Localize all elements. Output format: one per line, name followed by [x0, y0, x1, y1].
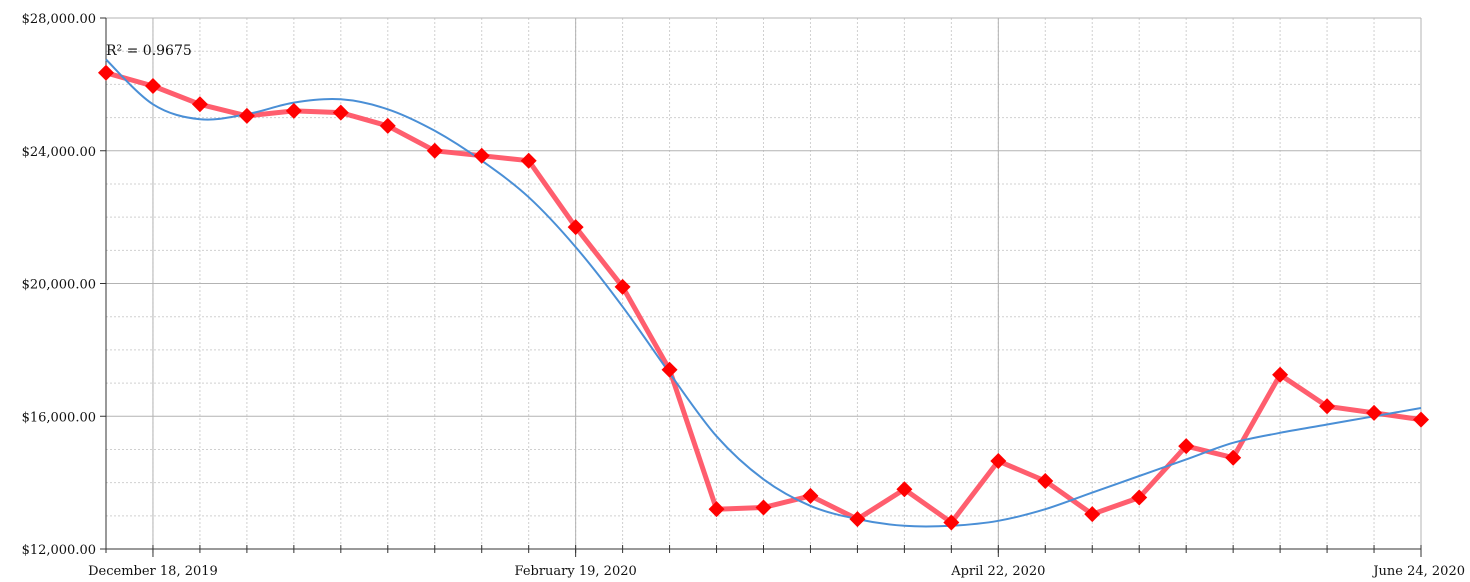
y-tick-labels: $12,000.00 $16,000.00 $20,000.00 $24,000.00… [22, 12, 96, 558]
data-point [191, 96, 208, 113]
data-point [567, 219, 584, 236]
x-tick-label: February 19, 2020 [515, 564, 637, 579]
data-point [896, 481, 913, 498]
data-point [1131, 489, 1148, 506]
data-point [755, 499, 772, 516]
data-point [1319, 398, 1336, 415]
axes [100, 17, 1422, 557]
data-point [144, 78, 161, 95]
y-tick-label: $24,000.00 [22, 145, 96, 160]
data-point-markers [98, 64, 1429, 531]
trend-line [105, 58, 1422, 528]
x-tick-label: June 24, 2020 [1371, 564, 1465, 579]
y-tick-label: $12,000.00 [22, 543, 96, 558]
data-point [1084, 506, 1101, 523]
x-tick-label: December 18, 2019 [88, 564, 218, 579]
data-point [614, 278, 631, 295]
data-point [238, 107, 255, 124]
data-point [379, 117, 396, 134]
data-point [520, 152, 537, 169]
data-point [661, 361, 678, 378]
y-tick-label: $20,000.00 [22, 278, 96, 293]
data-point [802, 487, 819, 504]
data-point [1225, 449, 1242, 466]
r-squared-annotation: R² = 0.9675 [106, 43, 192, 59]
x-tick-labels: December 18, 2019 February 19, 2020 April … [88, 564, 1465, 579]
x-tick-label: April 22, 2020 [950, 564, 1045, 579]
data-point [426, 142, 443, 159]
data-point [943, 514, 960, 531]
data-point [849, 511, 866, 528]
data-point [1178, 438, 1195, 455]
data-point [1366, 404, 1383, 421]
data-point [1037, 472, 1054, 489]
data-point [708, 501, 725, 518]
y-tick-label: $28,000.00 [22, 12, 96, 27]
data-point [990, 453, 1007, 470]
data-point [98, 64, 114, 81]
data-point [1413, 411, 1429, 428]
y-tick-label: $16,000.00 [22, 410, 96, 425]
major-gridlines [106, 17, 1422, 550]
trendline [105, 58, 1422, 528]
data-point [332, 104, 349, 121]
data-point [473, 147, 490, 164]
data-point [1272, 366, 1289, 383]
data-point [285, 102, 302, 119]
